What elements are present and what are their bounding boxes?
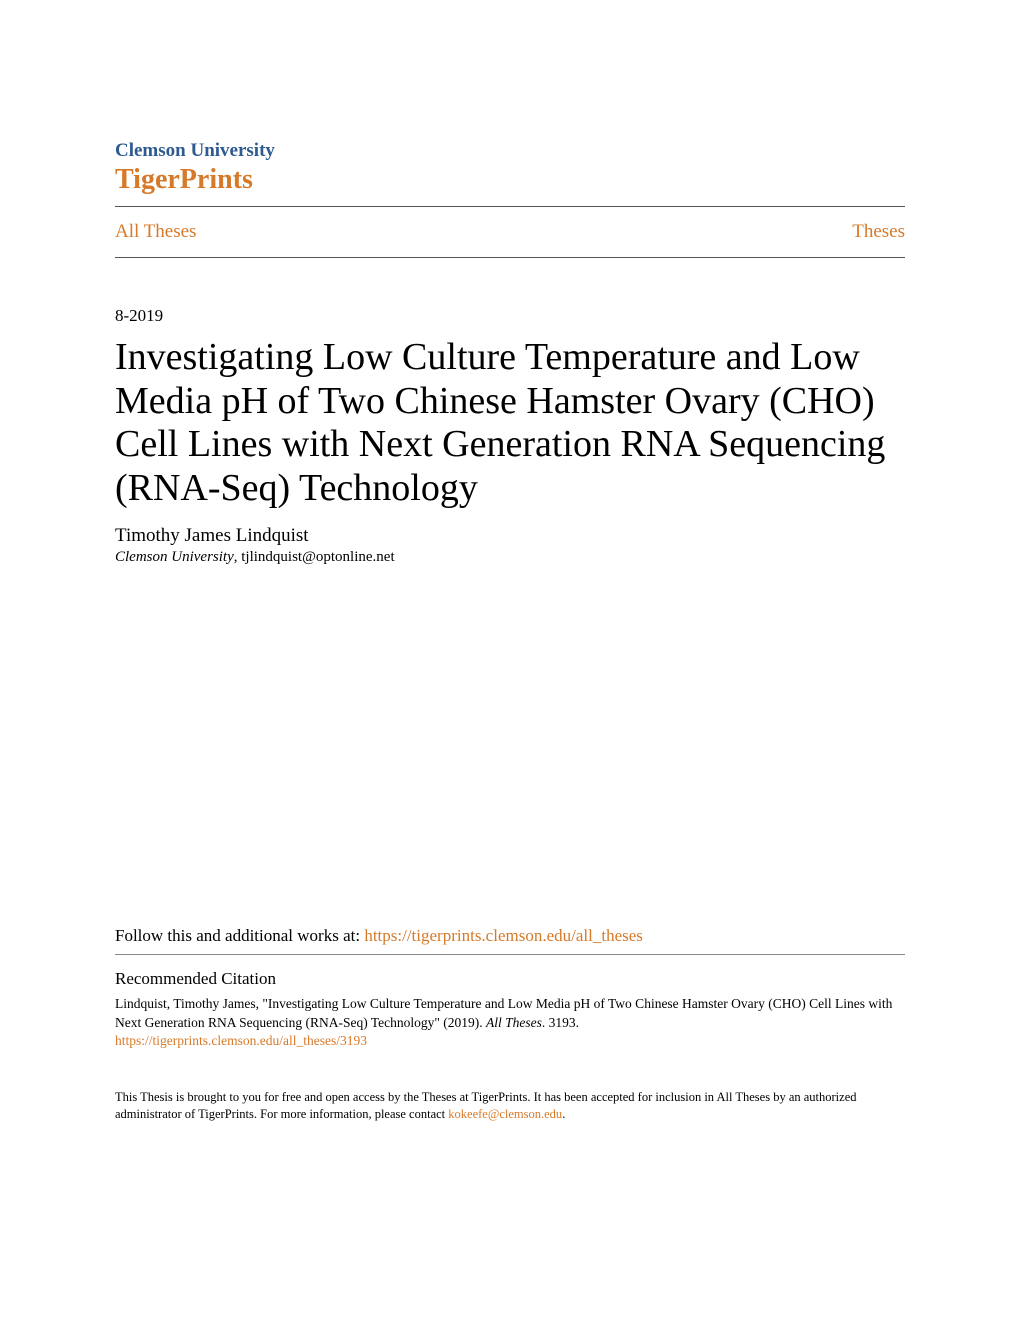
university-name: Clemson University: [115, 140, 905, 162]
contact-email[interactable]: kokeefe@clemson.edu: [448, 1107, 562, 1121]
follow-link[interactable]: https://tigerprints.clemson.edu/all_thes…: [364, 926, 643, 945]
document-title: Investigating Low Culture Temperature an…: [115, 336, 905, 511]
follow-works: Follow this and additional works at: htt…: [115, 926, 905, 946]
divider-bottom: [115, 257, 905, 258]
repository-name[interactable]: TigerPrints: [115, 164, 905, 196]
footer-part2: .: [562, 1107, 565, 1121]
citation-body: Lindquist, Timothy James, "Investigating…: [115, 995, 905, 1033]
publication-date: 8-2019: [115, 306, 905, 326]
author-name: Timothy James Lindquist: [115, 525, 905, 547]
divider-top: [115, 206, 905, 207]
author-affiliation: Clemson University, tjlindquist@optonlin…: [115, 549, 905, 566]
affiliation-email: , tjlindquist@optonline.net: [234, 549, 395, 565]
access-statement: This Thesis is brought to you for free a…: [115, 1089, 905, 1124]
breadcrumb-nav: All Theses Theses: [115, 217, 905, 247]
citation-heading: Recommended Citation: [115, 969, 905, 989]
affiliation-institution: Clemson University: [115, 549, 234, 565]
citation-part2: . 3193.: [542, 1015, 579, 1030]
nav-theses[interactable]: Theses: [852, 221, 905, 243]
citation-divider: [115, 954, 905, 955]
repository-header: Clemson University TigerPrints: [115, 140, 905, 196]
follow-prefix: Follow this and additional works at:: [115, 926, 364, 945]
citation-series: All Theses: [486, 1015, 542, 1030]
nav-all-theses[interactable]: All Theses: [115, 221, 196, 243]
citation-url[interactable]: https://tigerprints.clemson.edu/all_thes…: [115, 1033, 905, 1049]
